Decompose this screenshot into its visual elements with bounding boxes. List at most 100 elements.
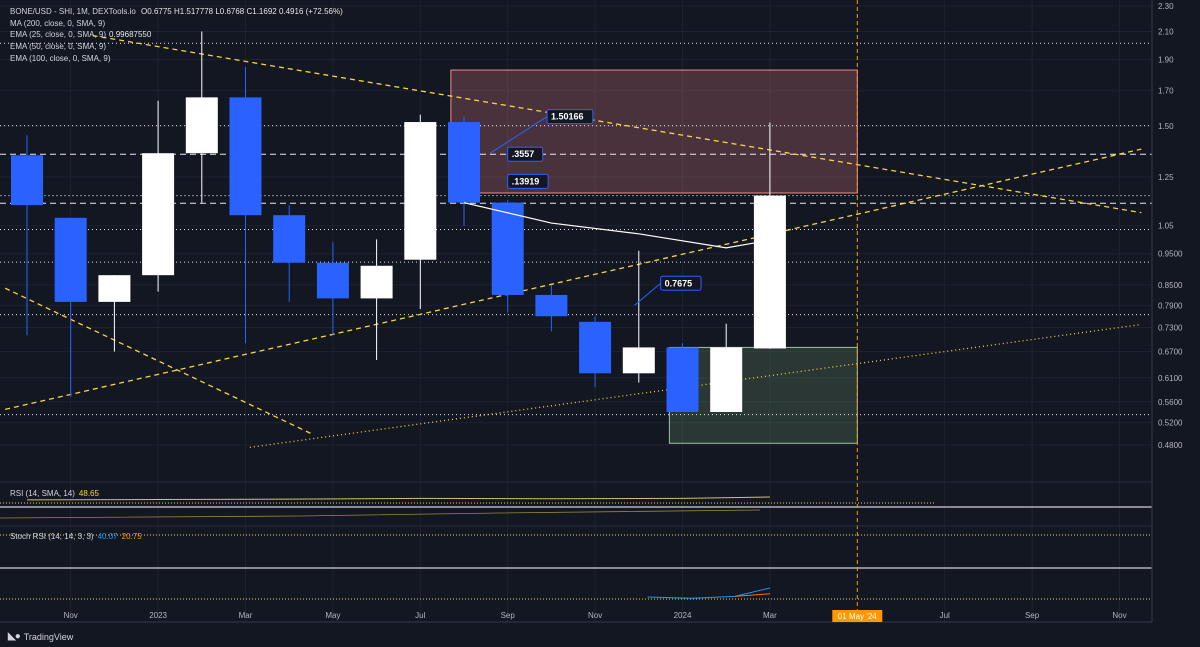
ma200-row[interactable]: MA (200, close, 0, SMA, 9) [10,18,343,30]
zone-box [668,346,858,444]
price-tick-label: 0.7300 [1158,324,1183,333]
zone-layer [450,69,858,444]
rsi-line [26,496,770,501]
time-tick-label: 2023 [149,611,167,620]
stoch-legend[interactable]: Stoch RSI (14, 14, 3, 3) 40.07 20.75 [10,532,142,541]
ema-line [463,202,771,249]
ema-layer [463,202,771,249]
rsi-value: 48.65 [78,489,99,498]
rsi-ma-line [0,509,761,519]
stoch-k-line [647,587,771,599]
time-tick-label: Nov [588,611,602,620]
candle-body [448,122,480,203]
callout-label: 0.7675 [665,278,693,288]
price-tick-label: 0.8500 [1158,281,1183,290]
ema50-label: EMA (50, close, 0, SMA, 9) [10,42,107,52]
callout-box [507,146,544,162]
price-tick-label: 1.50 [1158,122,1174,131]
price-tick-label: 0.7900 [1158,301,1183,310]
price-tick-label: 1.70 [1158,87,1174,96]
price-tick-label: 1.05 [1158,222,1174,231]
stoch-name: Stoch RSI (14, 14, 3, 3) [10,532,94,541]
callout-leader [489,116,548,154]
candle-body [316,262,349,299]
rsi-legend[interactable]: RSI (14, SMA, 14) 48.65 [10,489,99,498]
brand-name: TradingView [23,631,74,642]
candle-body [273,215,306,263]
symbol-row[interactable]: BONE/USD - SHI, 1M, DEXTools.io O0.6775 … [10,6,343,18]
callout-label: 1.50166 [551,112,584,122]
callout-box [546,109,594,125]
callout-label: .13919 [512,176,540,186]
stoch-rsi-pane: 40.001.45 [0,567,1195,605]
time-tick-label: Mar [239,611,253,620]
candle-body [54,217,87,302]
candles-layer [11,31,786,413]
time-tick-label: Nov [1112,611,1126,620]
price-tick-label: 0.9500 [1158,250,1183,259]
time-tick-label: Sep [501,611,516,620]
time-tick-label: May [325,611,340,620]
candle-body [710,347,743,413]
candle-body [622,347,655,374]
candle-body [98,275,131,302]
candle-body [229,97,262,216]
callout-label: .3557 [512,149,535,159]
time-tick-label: Jul [415,611,425,620]
time-tick-label: Sep [1025,611,1040,620]
ema50-row[interactable]: EMA (50, close, 0, SMA, 9) [10,41,343,53]
ema100-label: EMA (100, close, 0, SMA, 9) [10,53,111,63]
rsi-name: RSI (14, SMA, 14) [10,489,75,498]
price-axis-panel [1152,0,1200,647]
price-tick-label: 0.5200 [1158,419,1183,428]
price-tick-label: 0.4800 [1158,441,1183,450]
price-tick-label: 2.30 [1158,2,1174,11]
cursor-time-label: 01 May '24 [838,612,877,621]
stoch-d-line [734,593,770,597]
ema25-value: 0.99687550 [109,30,152,40]
candle-body [535,294,568,317]
price-tick-label: 0.6100 [1158,374,1183,383]
callout-box [660,275,702,291]
price-tick-label: 1.25 [1158,173,1174,182]
price-tick-label: 2.10 [1158,27,1174,36]
candle-body [404,122,437,260]
ema100-row[interactable]: EMA (100, close, 0, SMA, 9) [10,53,343,65]
ma200-label: MA (200, close, 0, SMA, 9) [10,18,106,28]
time-tick-label: Mar [763,611,777,620]
chart-legend: BONE/USD - SHI, 1M, DEXTools.io O0.6775 … [10,6,343,65]
tradingview-brand[interactable]: ◣● TradingView [8,631,73,642]
candle-body [579,321,612,374]
stoch-d-value: 20.75 [121,532,142,541]
trendline-layer [4,34,1142,448]
ema25-row[interactable]: EMA (25, close, 0, SMA, 9) 0.99687550 [10,29,343,41]
price-tick-label: 1.90 [1158,56,1174,65]
stoch-k-value: 40.07 [97,532,118,541]
candle-body [666,347,699,413]
time-tick-label: 2024 [674,611,692,620]
candle-body [360,265,393,299]
ema25-label: EMA (25, close, 0, SMA, 9) [10,30,107,40]
tradingview-logo-icon: ◣● [8,631,21,642]
candle-body [491,202,524,295]
ohlc-values: O0.6775 H1.517778 L0.6768 C1.1692 0.4916… [141,7,343,16]
zone-box [450,69,858,194]
price-tick-label: 0.5600 [1158,398,1183,407]
candle-body [142,153,175,276]
callout-layer: 1.50166 .3557 .13919 0.7675 [489,109,702,306]
candle-body [185,97,218,154]
time-tick-label: Jul [940,611,950,620]
trend-line [4,287,312,435]
candle-body [753,195,786,349]
cursor-time-tag [832,610,883,622]
callout-box [507,173,549,189]
symbol-label: BONE/USD - SHI, 1M, DEXTools.io [10,7,136,16]
time-tick-label: Nov [64,611,78,620]
callout-leader [634,282,661,306]
rsi-pane: 80.0030.00101.23 [0,488,1195,541]
candle-body [11,155,43,206]
price-tick-label: 0.6700 [1158,348,1183,357]
trend-line [92,34,1142,214]
